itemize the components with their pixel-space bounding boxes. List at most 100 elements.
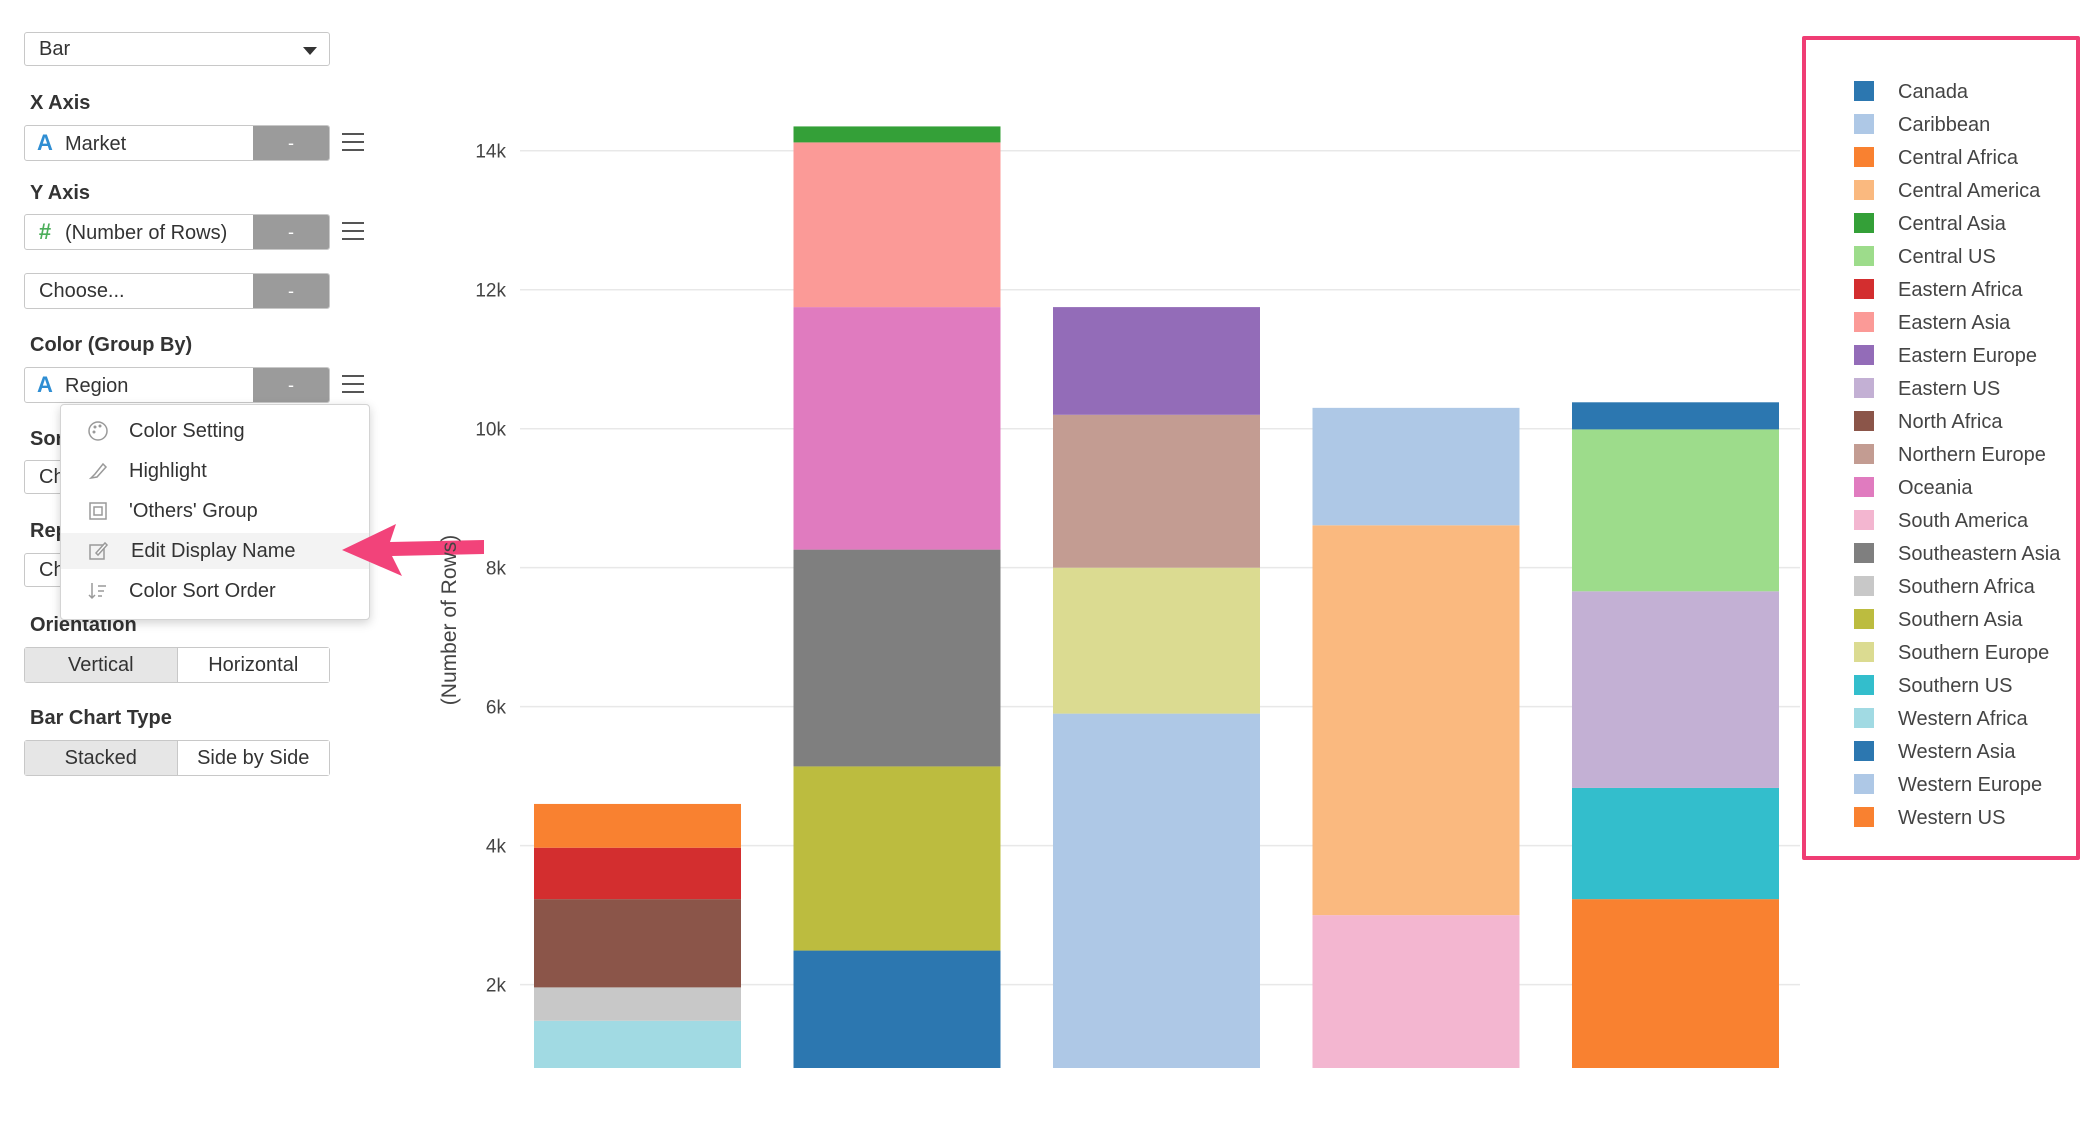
legend-item[interactable]: Eastern Europe xyxy=(1854,342,2037,370)
legend-item[interactable]: Eastern Africa xyxy=(1854,276,2023,304)
bar-segment[interactable] xyxy=(793,307,1001,550)
bar-segment[interactable] xyxy=(1572,899,1779,1068)
x-axis-menu-icon[interactable] xyxy=(342,133,364,157)
bar-segment[interactable] xyxy=(1053,567,1260,714)
bar-chart-type-label: Bar Chart Type xyxy=(30,707,172,729)
bar-segment[interactable] xyxy=(1572,402,1779,430)
legend-item[interactable]: Oceania xyxy=(1854,474,1973,502)
legend-swatch xyxy=(1854,608,1874,629)
legend-label: Central US xyxy=(1898,246,1996,268)
x-axis-remove-button[interactable]: - xyxy=(253,126,329,160)
orientation-vertical-button[interactable]: Vertical xyxy=(25,648,178,682)
legend-item[interactable]: Southern Europe xyxy=(1854,639,2049,667)
legend-swatch xyxy=(1854,146,1874,167)
y-tick-label: 8k xyxy=(486,559,507,580)
legend-item[interactable]: Northern Europe xyxy=(1854,441,2046,469)
legend-item[interactable]: Southern Asia xyxy=(1854,606,2023,634)
choose-placeholder: Choose... xyxy=(39,280,125,302)
bar-segment[interactable] xyxy=(1572,429,1779,592)
sort-icon xyxy=(87,573,109,614)
legend-swatch xyxy=(1854,377,1874,398)
legend-item[interactable]: Western Asia xyxy=(1854,738,2015,766)
y-axis-menu-icon[interactable] xyxy=(342,222,364,246)
y-tick-label: 14k xyxy=(475,142,506,163)
palette-icon xyxy=(87,413,109,454)
orientation-horizontal-button[interactable]: Horizontal xyxy=(177,648,329,682)
group-icon xyxy=(87,493,109,534)
legend-item[interactable]: Southern Africa xyxy=(1854,573,2035,601)
legend-swatch xyxy=(1854,80,1874,101)
legend-item[interactable]: North Africa xyxy=(1854,408,2002,436)
x-axis-field[interactable]: A Market - xyxy=(24,125,330,161)
y-axis-label: Y Axis xyxy=(30,182,91,204)
x-axis-field-name: Market xyxy=(65,133,127,155)
legend-swatch xyxy=(1854,443,1874,464)
legend-item[interactable]: Central Asia xyxy=(1854,210,2006,238)
legend-item[interactable]: Caribbean xyxy=(1854,111,1990,139)
bar-segment[interactable] xyxy=(793,549,1001,767)
bar-segment[interactable] xyxy=(534,1020,741,1068)
menu-item-others-group[interactable]: 'Others' Group xyxy=(61,493,369,529)
legend-label: Eastern US xyxy=(1898,378,2001,400)
legend-item[interactable]: Central US xyxy=(1854,243,1996,271)
bar-segment[interactable] xyxy=(534,803,741,848)
y-axis-choose-field[interactable]: Choose... - xyxy=(24,273,330,309)
bar-segment[interactable] xyxy=(793,142,1001,308)
bar-segment[interactable] xyxy=(793,126,1001,143)
bar-segment[interactable] xyxy=(1053,713,1260,1068)
number-type-icon: # xyxy=(38,219,52,244)
side-by-side-button[interactable]: Side by Side xyxy=(177,741,329,775)
bar-segment[interactable] xyxy=(1053,307,1260,415)
y-axis-remove-button[interactable]: - xyxy=(253,215,329,249)
legend-swatch xyxy=(1854,509,1874,530)
legend-item[interactable]: Canada xyxy=(1854,78,1968,106)
color-remove-button[interactable]: - xyxy=(253,368,329,402)
bar-segment[interactable] xyxy=(534,899,741,988)
legend-item[interactable]: Eastern Asia xyxy=(1854,309,2010,337)
y-axis-field[interactable]: # (Number of Rows) - xyxy=(24,214,330,250)
color-field[interactable]: A Region - xyxy=(24,367,330,403)
text-type-icon: A xyxy=(37,372,53,397)
bar-segment[interactable] xyxy=(1572,787,1779,900)
bar-segment[interactable] xyxy=(793,950,1001,1068)
legend-item[interactable]: Southern US xyxy=(1854,672,2013,700)
legend-item[interactable]: Central America xyxy=(1854,177,2040,205)
legend-swatch xyxy=(1854,674,1874,695)
chart-config-panel: Bar X Axis A Market - Y Axis # (Number of … xyxy=(0,0,400,1124)
bar-chart-type-toggle: Stacked Side by Side xyxy=(24,740,330,776)
repeat-select-value: Ch xyxy=(39,559,65,581)
color-context-menu: Color Setting Highlight 'Others' Group E… xyxy=(60,404,370,620)
legend-label: Canada xyxy=(1898,81,1969,103)
stacked-button[interactable]: Stacked xyxy=(25,741,178,775)
menu-item-edit-display-name[interactable]: Edit Display Name xyxy=(61,533,369,569)
bar-segment[interactable] xyxy=(534,847,741,900)
y-tick-label: 10k xyxy=(475,420,506,441)
chart-type-select[interactable]: Bar xyxy=(24,32,330,66)
legend-item[interactable]: Western US xyxy=(1854,804,2005,832)
edit-icon xyxy=(87,533,109,574)
menu-item-highlight[interactable]: Highlight xyxy=(61,453,369,489)
legend-item[interactable]: Western Europe xyxy=(1854,771,2042,799)
legend-label: Southern US xyxy=(1898,675,2013,697)
choose-remove-button[interactable]: - xyxy=(253,274,329,308)
color-menu-icon[interactable] xyxy=(342,375,364,399)
orientation-toggle: Vertical Horizontal xyxy=(24,647,330,683)
bar-segment[interactable] xyxy=(793,766,1001,951)
menu-item-color-setting[interactable]: Color Setting xyxy=(61,413,369,449)
bar-segment[interactable] xyxy=(534,987,741,1021)
legend-label: Eastern Asia xyxy=(1898,312,2011,334)
legend-item[interactable]: Central Africa xyxy=(1854,144,2018,172)
menu-item-label: 'Others' Group xyxy=(129,500,258,522)
bar-segment[interactable] xyxy=(1312,407,1520,526)
legend-item[interactable]: South America xyxy=(1854,507,2028,535)
bar-segment[interactable] xyxy=(1312,915,1520,1068)
bar-segment[interactable] xyxy=(1053,414,1260,568)
legend-item[interactable]: Eastern US xyxy=(1854,375,2000,403)
color-group-label: Color (Group By) xyxy=(30,334,193,356)
legend-item[interactable]: Southeastern Asia xyxy=(1854,540,2060,568)
bar-segment[interactable] xyxy=(1312,525,1520,916)
bar-segment[interactable] xyxy=(1572,591,1779,788)
annotation-arrow xyxy=(342,524,484,576)
legend-item[interactable]: Western Africa xyxy=(1854,705,2028,733)
menu-item-color-sort-order[interactable]: Color Sort Order xyxy=(61,573,369,609)
